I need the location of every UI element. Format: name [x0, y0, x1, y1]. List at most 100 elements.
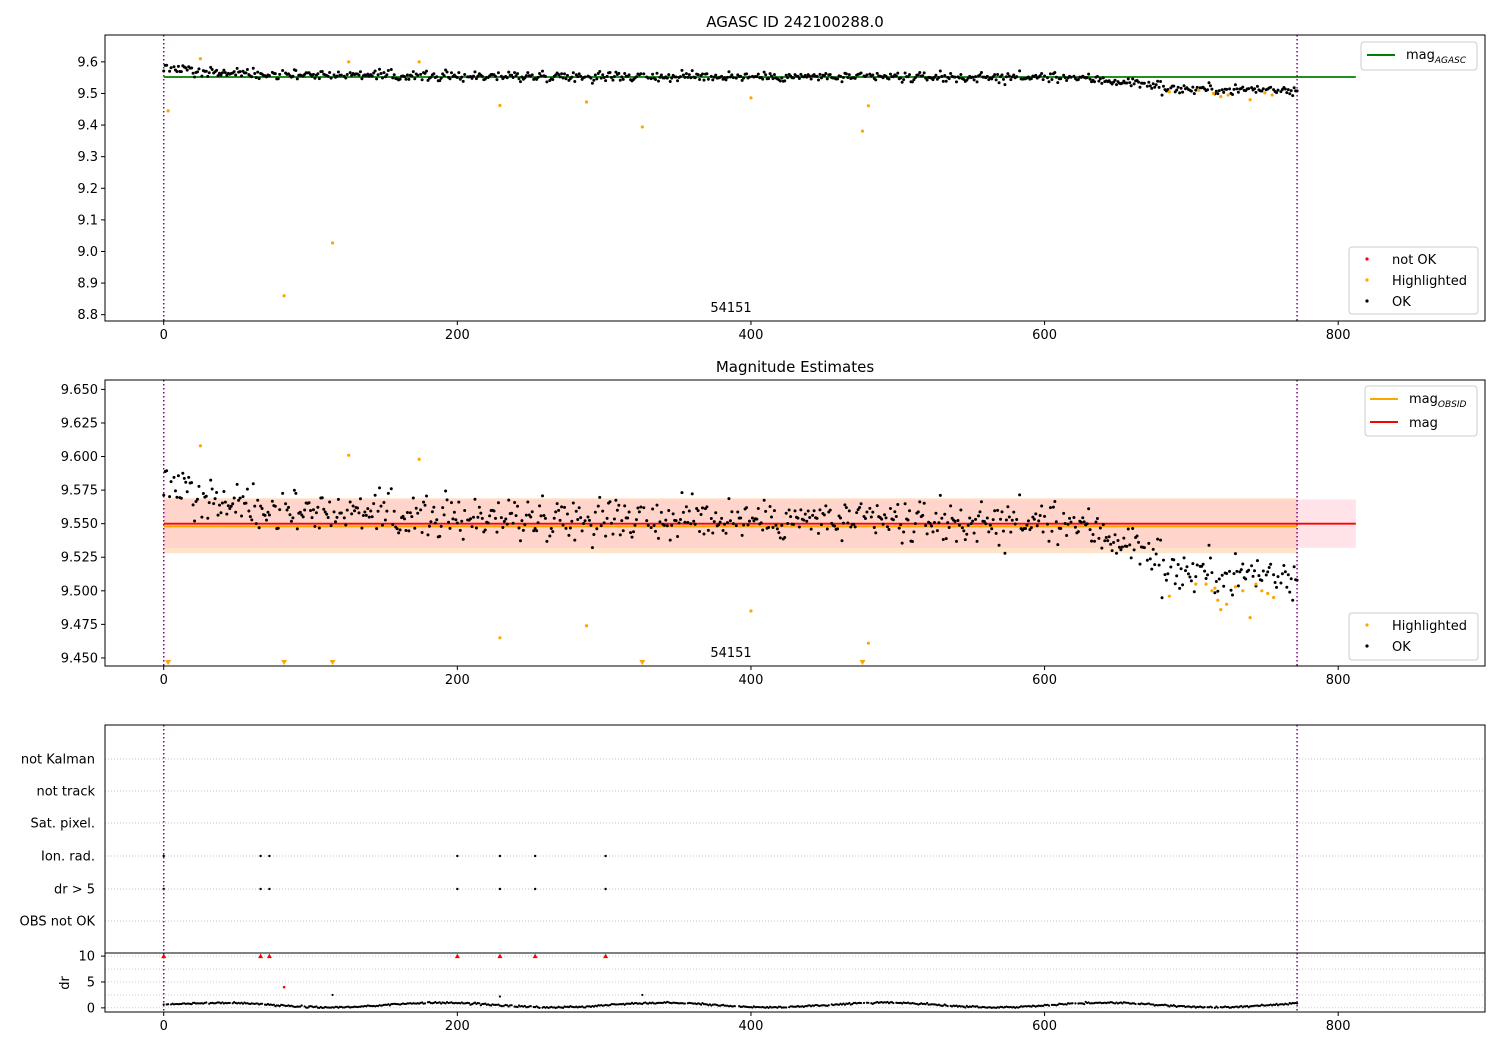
ok-point: [1063, 521, 1067, 525]
highlighted-point: [1197, 88, 1201, 92]
ok-point: [463, 73, 467, 77]
ok-point: [881, 76, 885, 80]
y-tick-label: 9.5: [77, 87, 98, 102]
ok-point: [563, 72, 567, 76]
dr-y-tick-label: 5: [87, 975, 95, 990]
ok-point: [1253, 569, 1257, 573]
dr-point: [683, 1002, 686, 1005]
ok-point: [432, 72, 436, 76]
ok-point: [626, 516, 630, 520]
ok-point: [303, 508, 307, 512]
ok-point: [799, 72, 803, 76]
x-tick-label: 600: [1032, 1019, 1057, 1034]
dr-point: [965, 1004, 968, 1007]
ok-point: [913, 522, 917, 526]
ok-point: [985, 516, 989, 520]
ok-point: [378, 67, 382, 71]
ok-point: [240, 74, 244, 78]
ok-point: [985, 74, 989, 78]
ok-point: [684, 72, 688, 76]
dr-point: [315, 1005, 318, 1008]
ok-point: [714, 511, 718, 515]
ok-point: [316, 72, 320, 76]
ok-point: [422, 500, 426, 504]
ok-point: [548, 534, 552, 538]
dr-point: [1287, 1003, 1290, 1006]
ok-point: [1182, 84, 1186, 88]
ok-point: [444, 68, 448, 72]
ok-point: [853, 76, 857, 80]
ok-point: [1032, 517, 1036, 521]
ok-point: [1018, 69, 1022, 73]
ok-point: [1195, 563, 1199, 567]
ok-point: [589, 76, 593, 80]
ok-point: [499, 516, 503, 520]
dr-clipped-marker: [454, 953, 460, 959]
ok-point: [990, 77, 994, 81]
ok-point: [1217, 577, 1221, 581]
ok-point: [213, 497, 217, 501]
ok-point: [401, 514, 405, 518]
ok-point: [887, 77, 891, 81]
ok-point: [494, 74, 498, 78]
ok-point: [322, 507, 326, 511]
ok-point: [571, 501, 575, 505]
ok-point: [698, 77, 702, 81]
ok-point: [257, 526, 261, 530]
ok-point: [511, 521, 515, 525]
ok-point: [1034, 512, 1038, 516]
ok-point: [1003, 551, 1007, 555]
ok-point: [770, 74, 774, 78]
ok-point: [335, 515, 339, 519]
ok-point: [825, 77, 829, 81]
ok-point: [956, 518, 960, 522]
ok-point: [1286, 573, 1290, 577]
ok-point: [492, 509, 496, 513]
ok-point: [865, 73, 869, 77]
ok-point: [1153, 563, 1157, 567]
ok-point: [932, 521, 936, 525]
ok-point: [360, 526, 364, 530]
ok-point: [335, 74, 339, 78]
ok-point: [517, 77, 521, 81]
ok-point: [549, 526, 553, 530]
ok-point: [220, 501, 224, 505]
ok-point: [1228, 87, 1232, 91]
ok-point: [200, 515, 204, 519]
ok-point: [518, 539, 522, 543]
ok-point: [808, 74, 812, 78]
ok-point: [1015, 517, 1019, 521]
ok-point: [711, 78, 715, 82]
ok-point: [674, 75, 678, 79]
ok-point: [301, 515, 305, 519]
ok-point: [501, 525, 505, 529]
ok-point: [840, 539, 844, 543]
ok-point: [1207, 81, 1211, 85]
ok-point: [783, 535, 787, 539]
dr-point: [1065, 1003, 1068, 1006]
x-tick-label: 800: [1326, 328, 1351, 343]
ok-point: [219, 73, 223, 77]
ok-point: [1132, 548, 1136, 552]
ok-point: [1040, 71, 1044, 75]
ok-point: [1154, 83, 1158, 87]
ok-point: [248, 515, 252, 519]
ok-point: [538, 504, 542, 508]
ok-point: [910, 80, 914, 84]
below-range-marker: [281, 660, 288, 665]
ok-point: [486, 521, 490, 525]
ok-point: [175, 69, 179, 73]
ok-point: [316, 505, 320, 509]
ok-point: [1040, 504, 1044, 508]
ok-point: [676, 79, 680, 83]
ok-point: [668, 538, 672, 542]
ok-point: [1269, 562, 1273, 566]
ok-point: [557, 508, 561, 512]
ok-point: [483, 528, 487, 532]
y-tick-label: 9.500: [61, 584, 98, 599]
ok-point: [1145, 84, 1149, 88]
ok-point: [658, 520, 662, 524]
ok-point: [332, 510, 336, 514]
axes-ticks-flags: not Kalman not track Sat. pixel. Ion. rad. d…: [20, 753, 1351, 1035]
ok-point: [175, 495, 179, 499]
